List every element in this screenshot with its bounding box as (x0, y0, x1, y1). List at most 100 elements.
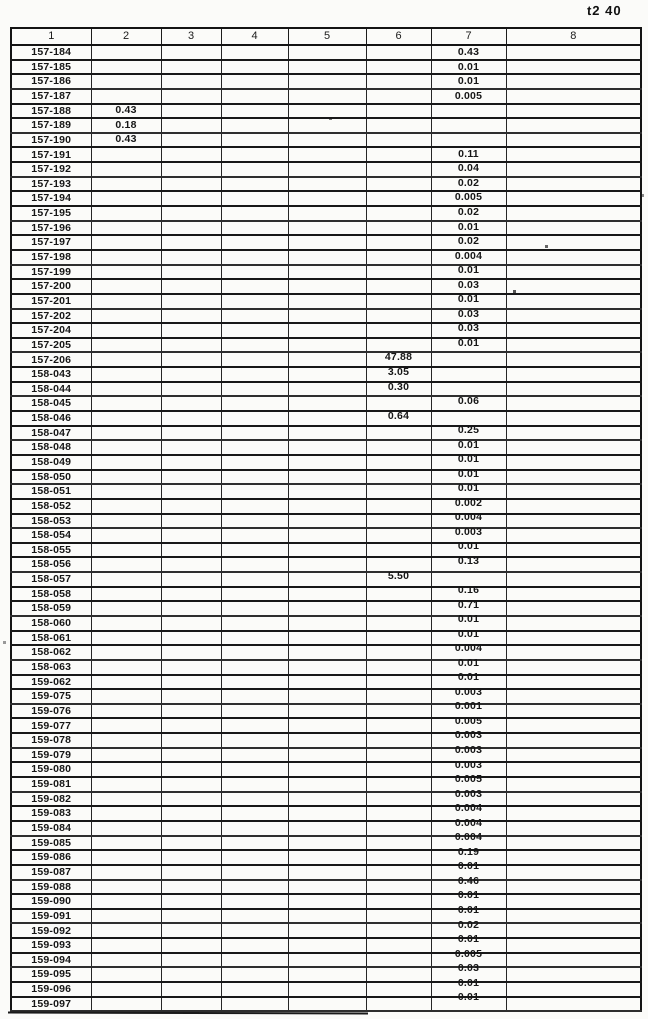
row-label-cell: 157-188 (10, 102, 92, 120)
row-label-cell: 157-206 (10, 351, 92, 369)
value-cell-7: 0.004 (430, 248, 507, 266)
value-cell-3 (160, 351, 222, 369)
table-row: 157-194 0.005 (10, 190, 642, 208)
row-label-cell: 158-058 (10, 585, 92, 603)
value-cell-7: 0.13 (430, 556, 507, 574)
value-cell-6 (365, 453, 432, 471)
value-cell-3 (160, 263, 222, 281)
value-cell-5 (287, 453, 367, 471)
value-cell-5 (287, 966, 367, 983)
value-cell-6 (365, 175, 432, 193)
row-label-cell: 157-199 (10, 263, 92, 281)
value-cell-8 (505, 995, 642, 1013)
value-cell-5 (287, 717, 367, 735)
table-row: 159-088 0.46 (10, 876, 642, 896)
value-cell-2 (90, 893, 162, 910)
value-cell-6 (365, 732, 432, 749)
table-row: 158-046 0.64 (10, 410, 642, 427)
row-label-cell: 158-047 (10, 424, 92, 442)
value-cell-4 (220, 688, 289, 705)
row-label-cell: 158-050 (10, 468, 92, 486)
value-cell-5 (287, 732, 367, 749)
value-cell-5 (287, 819, 367, 837)
value-cell-7: 0.01 (430, 73, 507, 90)
row-label-cell: 157-200 (10, 278, 92, 295)
value-cell-5 (287, 512, 367, 530)
value-cell-4 (220, 161, 289, 178)
value-cell-3 (160, 161, 222, 178)
value-cell-5 (287, 307, 367, 325)
value-cell-3 (160, 907, 222, 925)
row-label-cell: 158-051 (10, 483, 92, 500)
table-row: 159-091 0.01 (10, 905, 642, 925)
value-cell-2 (90, 615, 162, 632)
value-cell-6: 3.05 (365, 366, 432, 383)
value-cell-6 (365, 878, 432, 896)
value-cell-2 (90, 600, 162, 617)
value-cell-6 (365, 951, 432, 969)
value-cell-6 (365, 995, 432, 1013)
value-cell-3 (160, 761, 222, 779)
table-row: 159-083 0.004 (10, 803, 642, 822)
value-cell-4 (220, 146, 289, 164)
value-cell-5 (287, 117, 367, 134)
row-label-cell: 158-048 (10, 439, 92, 456)
value-cell-4 (220, 483, 289, 500)
value-cell-5 (287, 981, 367, 998)
value-cell-8 (505, 629, 642, 647)
value-cell-4 (220, 190, 289, 208)
table-row: 159-093 0.01 (10, 934, 642, 954)
column-header: 8 (505, 27, 642, 46)
table-row: 158-063 0.01 (10, 658, 642, 676)
value-cell-8 (505, 893, 642, 910)
value-cell-4 (220, 995, 289, 1013)
value-cell-4 (220, 497, 289, 515)
value-cell-4 (220, 410, 289, 427)
value-cell-7 (430, 351, 507, 369)
value-cell-2 (90, 263, 162, 281)
value-cell-3 (160, 702, 222, 720)
row-label-cell: 159-076 (10, 702, 92, 720)
value-cell-5 (287, 658, 367, 676)
table-row: 159-095 0.03 (10, 963, 642, 983)
value-cell-2 (90, 278, 162, 295)
value-cell-3 (160, 278, 222, 295)
value-cell-8 (505, 761, 642, 779)
row-label-cell: 159-086 (10, 849, 92, 866)
row-label-cell: 157-202 (10, 307, 92, 325)
value-cell-8 (505, 497, 642, 515)
value-cell-8 (505, 673, 642, 691)
value-cell-8 (505, 556, 642, 574)
value-cell-2 (90, 571, 162, 588)
value-cell-5 (287, 776, 367, 793)
value-cell-8 (505, 146, 642, 164)
value-cell-3 (160, 366, 222, 383)
value-cell-4 (220, 863, 289, 881)
value-cell-5 (287, 44, 367, 61)
value-cell-8 (505, 234, 642, 251)
table-row: 158-050 0.01 (10, 468, 642, 486)
row-label-cell: 159-087 (10, 863, 92, 881)
value-cell-2 (90, 497, 162, 515)
table-row: 158-055 0.01 (10, 541, 642, 559)
value-cell-3 (160, 644, 222, 661)
row-label-cell: 159-077 (10, 717, 92, 735)
table-row: 159-082 0.003 (10, 789, 642, 808)
value-cell-8 (505, 951, 642, 969)
value-cell-4 (220, 102, 289, 120)
value-cell-7: 0.01 (430, 263, 507, 281)
value-cell-3 (160, 527, 222, 544)
value-cell-2 (90, 790, 162, 808)
row-label-cell: 159-090 (10, 893, 92, 910)
value-cell-6 (365, 468, 432, 486)
value-cell-5 (287, 951, 367, 969)
table-row: 157-199 0.01 (10, 263, 642, 281)
value-cell-6 (365, 58, 432, 76)
value-cell-4 (220, 951, 289, 969)
value-cell-3 (160, 688, 222, 705)
row-label-cell: 159-083 (10, 805, 92, 822)
row-label-cell: 158-046 (10, 410, 92, 427)
value-cell-3 (160, 439, 222, 456)
value-cell-8 (505, 512, 642, 530)
